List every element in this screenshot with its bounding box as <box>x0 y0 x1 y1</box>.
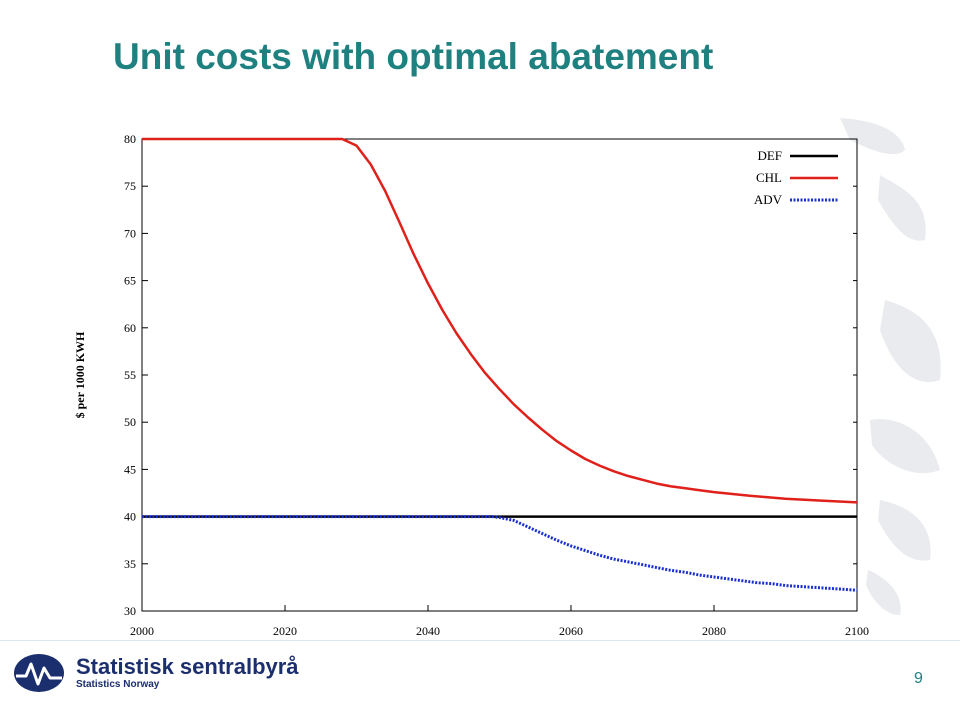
plot-area-frame <box>141 138 858 612</box>
series-line-chl <box>142 137 858 504</box>
y-tick-label: 40 <box>124 510 136 524</box>
y-tick-label: 35 <box>124 557 136 571</box>
series-line-adv <box>142 515 858 592</box>
y-tick-label: 55 <box>124 368 136 382</box>
series-lines <box>142 137 858 592</box>
x-tick-label: 2100 <box>845 624 869 638</box>
y-tick-label: 70 <box>124 226 136 240</box>
chart-legend: DEF CHL ADV <box>754 148 838 207</box>
y-axis-ticks: 30 35 40 45 50 55 60 65 70 75 80 <box>124 132 857 618</box>
y-tick-label: 65 <box>124 274 136 288</box>
x-tick-label: 2060 <box>559 624 583 638</box>
y-tick-label: 30 <box>124 604 136 618</box>
y-axis-label: $ per 1000 KWH <box>73 331 87 418</box>
page-number: 9 <box>914 670 923 687</box>
x-tick-label: 2000 <box>130 624 154 638</box>
x-tick-label: 2040 <box>416 624 440 638</box>
y-tick-label: 80 <box>124 132 136 146</box>
footer-logo: Statistisk sentralbyrå Statistics Norway <box>12 652 299 694</box>
footer-divider <box>0 640 960 641</box>
x-axis-ticks: 2000 2020 2040 2060 2080 2100 <box>130 605 869 638</box>
legend-label-def: DEF <box>757 148 782 163</box>
organization-name: Statistisk sentralbyrå <box>76 654 299 679</box>
x-tick-label: 2020 <box>273 624 297 638</box>
y-tick-label: 45 <box>124 462 136 476</box>
legend-label-adv: ADV <box>754 192 783 207</box>
slide-title: Unit costs with optimal abatement <box>113 36 714 77</box>
legend-label-chl: CHL <box>756 170 782 185</box>
y-tick-label: 75 <box>124 179 136 193</box>
organization-subtitle: Statistics Norway <box>76 679 160 690</box>
y-tick-label: 60 <box>124 321 136 335</box>
x-tick-label: 2080 <box>702 624 726 638</box>
y-tick-label: 50 <box>124 415 136 429</box>
ssb-globe-wave-logo-icon <box>14 654 64 692</box>
